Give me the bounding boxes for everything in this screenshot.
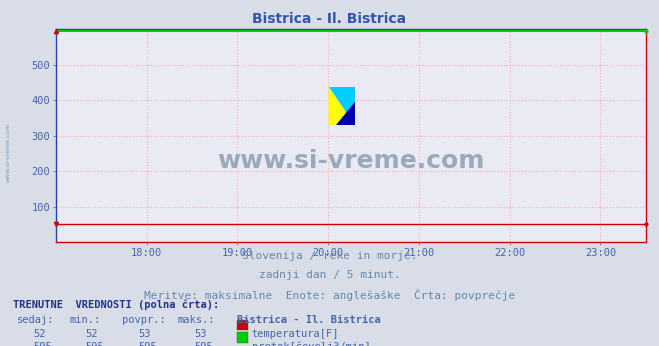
Text: 595: 595 — [86, 342, 104, 346]
Text: www.si-vreme.com: www.si-vreme.com — [217, 149, 484, 173]
Text: Bistrica - Il. Bistrica: Bistrica - Il. Bistrica — [252, 12, 407, 26]
Text: temperatura[F]: temperatura[F] — [252, 329, 339, 339]
Text: 52: 52 — [86, 329, 98, 339]
Text: zadnji dan / 5 minut.: zadnji dan / 5 minut. — [258, 270, 401, 280]
Text: pretok[čevelj3/min]: pretok[čevelj3/min] — [252, 342, 370, 346]
Text: 595: 595 — [138, 342, 157, 346]
Polygon shape — [328, 87, 355, 125]
Text: Slovenija / reke in morje.: Slovenija / reke in morje. — [242, 251, 417, 261]
Text: maks.:: maks.: — [178, 315, 215, 325]
Text: 595: 595 — [194, 342, 213, 346]
Text: 53: 53 — [194, 329, 207, 339]
Text: 52: 52 — [33, 329, 45, 339]
Text: Bistrica - Il. Bistrica: Bistrica - Il. Bistrica — [237, 315, 381, 325]
Text: www.si-vreme.com: www.si-vreme.com — [5, 122, 11, 182]
Text: 595: 595 — [33, 342, 51, 346]
Text: sedaj:: sedaj: — [16, 315, 54, 325]
Polygon shape — [328, 87, 355, 125]
Text: min.:: min.: — [69, 315, 100, 325]
Polygon shape — [337, 102, 355, 125]
Text: 53: 53 — [138, 329, 151, 339]
Text: TRENUTNE  VREDNOSTI (polna črta):: TRENUTNE VREDNOSTI (polna črta): — [13, 299, 219, 310]
Text: Meritve: maksimalne  Enote: anglešaške  Črta: povprečje: Meritve: maksimalne Enote: anglešaške Čr… — [144, 289, 515, 301]
Text: povpr.:: povpr.: — [122, 315, 165, 325]
